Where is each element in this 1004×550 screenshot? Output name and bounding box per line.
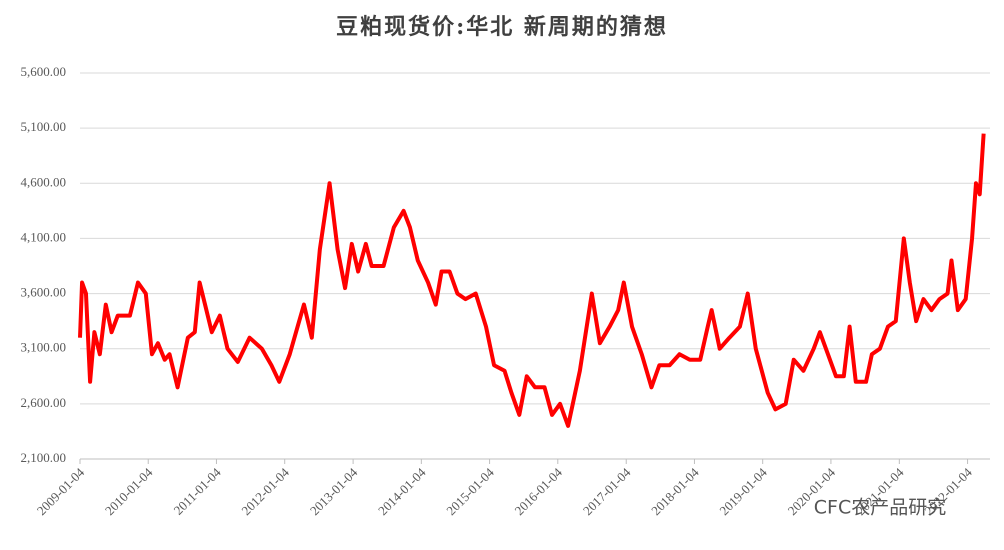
y-tick-label: 4,100.00 [21, 229, 67, 244]
x-tick-label: 2015-01-04 [443, 464, 497, 518]
y-tick-label: 5,100.00 [21, 119, 67, 134]
chart-title: 豆粕现货价:华北 新周期的猜想 [336, 14, 668, 40]
y-tick-label: 2,600.00 [21, 395, 67, 410]
x-tick-label: 2009-01-04 [34, 464, 88, 518]
x-tick-label: 2018-01-04 [648, 464, 702, 518]
x-tick-label: 2016-01-04 [512, 464, 566, 518]
x-tick-label: 2017-01-04 [580, 464, 634, 518]
y-tick-label: 2,100.00 [21, 450, 67, 465]
watermark: CFC农产品研究 [814, 497, 946, 519]
x-tick-label: 2011-01-04 [171, 464, 225, 518]
x-tick-label: 2013-01-04 [307, 464, 361, 518]
x-tick-label: 2012-01-04 [238, 464, 292, 518]
y-tick-label: 3,600.00 [21, 285, 67, 300]
x-tick-label: 2019-01-04 [716, 464, 770, 518]
y-tick-label: 5,600.00 [21, 64, 67, 79]
y-tick-label: 4,600.00 [21, 174, 67, 189]
x-tick-label: 2014-01-04 [375, 464, 429, 518]
price-line [78, 133, 986, 428]
x-tick-label: 2010-01-04 [102, 464, 156, 518]
y-tick-label: 3,100.00 [21, 340, 67, 355]
